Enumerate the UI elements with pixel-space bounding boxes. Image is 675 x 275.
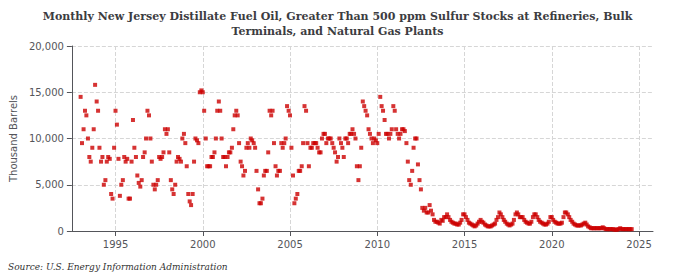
svg-text:1995: 1995 xyxy=(103,239,128,250)
svg-text:2015: 2015 xyxy=(452,239,477,250)
svg-text:10,000: 10,000 xyxy=(29,133,64,144)
svg-text:2000: 2000 xyxy=(190,239,215,250)
svg-text:2020: 2020 xyxy=(539,239,564,250)
svg-text:Terminals, and Natural Gas Pla: Terminals, and Natural Gas Plants xyxy=(232,25,444,38)
svg-text:Source: U.S. Energy Informatio: Source: U.S. Energy Information Administ… xyxy=(8,262,228,272)
svg-text:Monthly New Jersey Distillate: Monthly New Jersey Distillate Fuel Oil, … xyxy=(43,10,633,23)
svg-text:20,000: 20,000 xyxy=(29,41,64,52)
svg-text:0: 0 xyxy=(58,226,64,237)
svg-text:15,000: 15,000 xyxy=(29,87,64,98)
svg-text:2010: 2010 xyxy=(365,239,390,250)
svg-text:2025: 2025 xyxy=(626,239,651,250)
svg-text:5,000: 5,000 xyxy=(35,179,64,190)
svg-text:2005: 2005 xyxy=(277,239,302,250)
svg-text:Thousand Barrels: Thousand Barrels xyxy=(8,95,19,183)
